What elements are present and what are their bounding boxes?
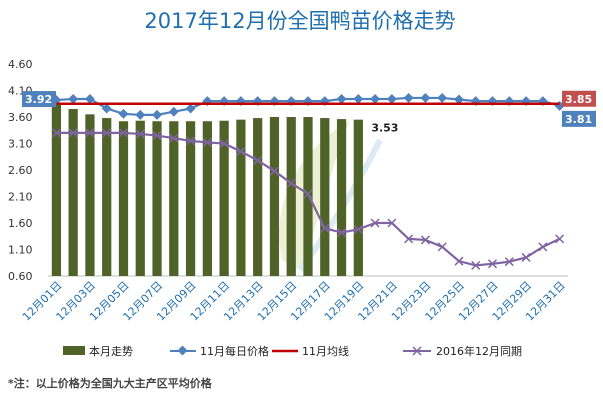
bar (202, 121, 212, 277)
point-diamond (135, 109, 146, 120)
bar (152, 121, 162, 277)
point-x (286, 178, 296, 188)
point-x (269, 166, 279, 176)
chart-title: 2017年12月份全国鸭苗价格走势 (144, 9, 455, 33)
bar (118, 121, 129, 277)
point-diamond (403, 92, 414, 103)
data-label: 3.85 (565, 93, 592, 106)
point-x (454, 256, 464, 266)
y-tick-label: 1.10 (8, 244, 33, 257)
data-label: 3.53 (371, 122, 398, 135)
bar (51, 103, 61, 276)
point-x (102, 128, 112, 138)
point-x (320, 223, 330, 233)
point-x (152, 131, 162, 141)
bar (286, 117, 296, 276)
point-x (253, 155, 263, 165)
point-x (370, 218, 380, 228)
point-diamond (386, 94, 397, 104)
data-label: 3.92 (25, 93, 52, 106)
point-x (202, 137, 212, 147)
point-x (135, 129, 145, 139)
point-diamond (84, 94, 95, 104)
bar (68, 109, 78, 276)
point-diamond (437, 92, 448, 103)
bar (169, 121, 179, 277)
point-x (169, 133, 179, 143)
bar (320, 118, 330, 276)
bar (253, 118, 263, 276)
point-x (420, 235, 430, 245)
point-x (51, 128, 61, 138)
bar (303, 117, 313, 276)
data-label-bg (562, 90, 596, 107)
y-tick-label: 2.60 (8, 164, 33, 177)
point-x (387, 218, 397, 228)
bar (353, 119, 363, 277)
point-diamond (353, 94, 364, 104)
point-x (118, 128, 129, 138)
y-tick-label: 3.10 (8, 138, 33, 151)
point-diamond (68, 94, 79, 104)
point-x (504, 257, 514, 267)
point-diamond (118, 108, 129, 119)
point-diamond (101, 103, 112, 114)
point-diamond (420, 92, 431, 103)
legend: 本月走势 11月每日价格 11月均线 2016年12月同期 (63, 344, 522, 358)
point-diamond (152, 109, 162, 120)
bar (102, 118, 112, 276)
y-tick-label: 3.60 (8, 111, 33, 124)
point-x (487, 259, 498, 269)
legend-bar-swatch (63, 346, 85, 355)
point-x (303, 189, 313, 199)
point-x (555, 234, 565, 244)
point-diamond (168, 106, 179, 117)
legend-label-bar: 本月走势 (89, 344, 133, 358)
point-x (538, 242, 548, 252)
point-x (219, 138, 229, 149)
point-diamond (370, 94, 381, 104)
point-x (353, 224, 363, 234)
point-x (337, 228, 347, 238)
bar (185, 121, 196, 277)
data-label-bg (22, 91, 56, 108)
legend-diamond-icon (177, 345, 188, 356)
point-x (521, 252, 531, 262)
bar (336, 119, 347, 277)
y-tick-label: 1.60 (8, 217, 33, 230)
y-tick-label: 2.10 (8, 191, 33, 204)
watermark-leaf-icon (279, 120, 350, 270)
y-tick-label: 4.60 (8, 58, 33, 71)
legend-label-2016: 2016年12月同期 (436, 344, 522, 358)
data-label-bg (562, 110, 596, 127)
point-x (404, 234, 414, 244)
x-axis: 12月01日12月03日12月05日12月07日12月09日12月11日12月1… (20, 279, 568, 324)
point-x (437, 242, 447, 252)
legend-label-daily: 11月每日价格 (200, 344, 269, 358)
bar (236, 119, 246, 277)
point-diamond (185, 103, 196, 114)
bar (135, 120, 145, 277)
legend-label-avg: 11月均线 (302, 344, 349, 358)
point-x (85, 128, 95, 138)
point-x (236, 146, 246, 156)
bar (85, 114, 95, 276)
data-label: 3.81 (565, 113, 592, 126)
data-labels: 3.92 3.53 3.85 3.81 (22, 90, 596, 135)
legend-x-marker-icon (412, 346, 422, 356)
point-x (68, 128, 78, 138)
point-x (471, 260, 481, 270)
bar-series (51, 103, 363, 277)
point-x (186, 136, 196, 146)
point-diamond (336, 94, 347, 104)
footnote: *注：以上价格为全国九大主产区平均价格 (8, 376, 213, 390)
bar (269, 117, 280, 276)
y-tick-label: 0.60 (8, 270, 33, 283)
bar (219, 120, 229, 277)
